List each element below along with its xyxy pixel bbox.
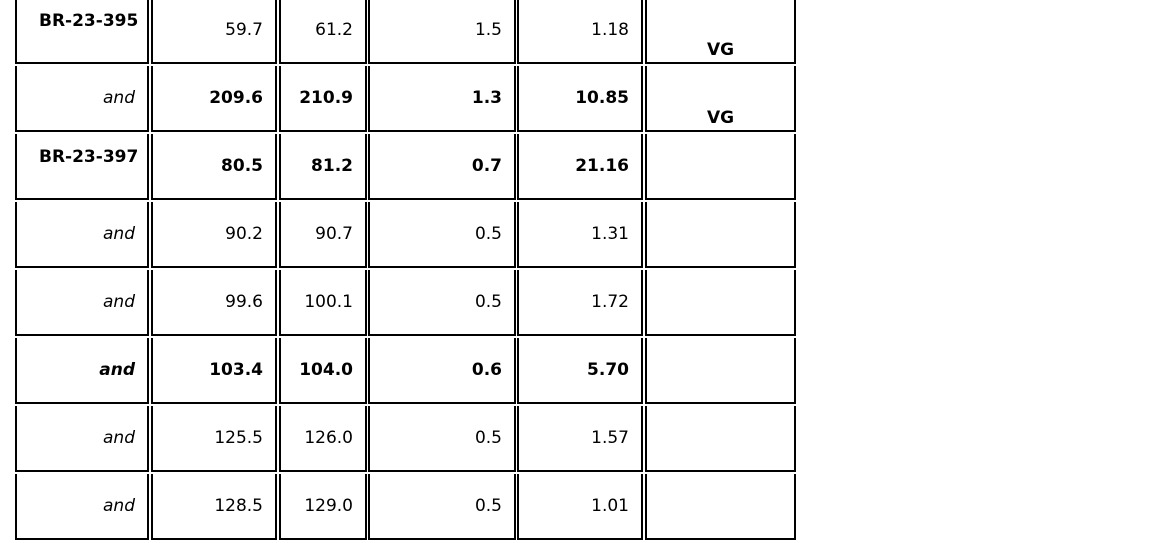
grade-value: 21.16	[575, 156, 629, 176]
visible-gold-flag: VG	[706, 108, 735, 128]
note-cell	[645, 134, 796, 200]
from-value: 209.6	[209, 88, 263, 108]
hole-id-cell: and	[15, 66, 149, 132]
note-cell	[645, 202, 796, 268]
to-value: 129.0	[304, 496, 353, 516]
grade-cell: 1.01	[517, 474, 643, 540]
to-cell: 126.0	[279, 406, 367, 472]
grade-value: 1.01	[591, 496, 629, 516]
from-value: 128.5	[214, 496, 263, 516]
length-value: 0.5	[474, 428, 502, 448]
grade-value: 5.70	[587, 360, 629, 380]
grade-value: 1.72	[591, 292, 629, 312]
length-value: 0.5	[474, 224, 502, 244]
from-value: 99.6	[225, 292, 263, 312]
hole-id-cell: and	[15, 406, 149, 472]
from-value: 80.5	[221, 156, 263, 176]
hole-id-cell: BR-23-397	[15, 134, 149, 200]
from-value: 90.2	[225, 224, 263, 244]
grade-cell: 1.31	[517, 202, 643, 268]
to-value: 61.2	[315, 20, 353, 40]
hole-id-value: and	[103, 292, 135, 312]
grade-value: 1.18	[591, 20, 629, 40]
to-cell: 104.0	[279, 338, 367, 404]
from-cell: 128.5	[151, 474, 277, 540]
grade-cell: 5.70	[517, 338, 643, 404]
length-value: 0.5	[474, 496, 502, 516]
hole-id-value: and	[103, 428, 135, 448]
to-cell: 61.2	[279, 0, 367, 64]
to-value: 104.0	[299, 360, 353, 380]
hole-id-cell: and	[15, 338, 149, 404]
to-value: 126.0	[304, 428, 353, 448]
grade-value: 1.57	[591, 428, 629, 448]
to-value: 100.1	[304, 292, 353, 312]
note-cell	[645, 474, 796, 540]
grade-value: 1.31	[591, 224, 629, 244]
from-cell: 90.2	[151, 202, 277, 268]
to-value: 81.2	[311, 156, 353, 176]
length-cell: 0.5	[368, 270, 516, 336]
hole-id-cell: and	[15, 202, 149, 268]
hole-id-cell: BR-23-395	[15, 0, 149, 64]
length-value: 0.7	[471, 156, 502, 176]
to-cell: 100.1	[279, 270, 367, 336]
to-cell: 90.7	[279, 202, 367, 268]
length-value: 0.5	[474, 292, 502, 312]
grade-cell: 10.85	[517, 66, 643, 132]
grade-cell: 1.18	[517, 0, 643, 64]
grade-cell: 1.57	[517, 406, 643, 472]
hole-id-value: and	[103, 88, 135, 108]
from-cell: 209.6	[151, 66, 277, 132]
from-cell: 103.4	[151, 338, 277, 404]
length-cell: 0.6	[368, 338, 516, 404]
to-value: 90.7	[315, 224, 353, 244]
from-value: 125.5	[214, 428, 263, 448]
hole-id-value: BR-23-397	[39, 147, 139, 167]
to-value: 210.9	[299, 88, 353, 108]
to-cell: 210.9	[279, 66, 367, 132]
hole-id-value: and	[103, 496, 135, 516]
from-value: 59.7	[225, 20, 263, 40]
grade-value: 10.85	[575, 88, 629, 108]
hole-id-cell: and	[15, 270, 149, 336]
note-cell	[645, 338, 796, 404]
length-cell: 1.3	[368, 66, 516, 132]
length-cell: 0.5	[368, 406, 516, 472]
hole-id-value: and	[99, 360, 135, 380]
note-cell: VG	[645, 0, 796, 64]
from-value: 103.4	[209, 360, 263, 380]
note-cell	[645, 270, 796, 336]
visible-gold-flag: VG	[706, 40, 735, 60]
note-cell	[645, 406, 796, 472]
hole-id-cell: and	[15, 474, 149, 540]
note-cell: VG	[645, 66, 796, 132]
length-value: 1.5	[474, 20, 502, 40]
from-cell: 125.5	[151, 406, 277, 472]
length-cell: 0.5	[368, 202, 516, 268]
hole-id-value: BR-23-395	[39, 11, 139, 31]
to-cell: 129.0	[279, 474, 367, 540]
from-cell: 80.5	[151, 134, 277, 200]
length-value: 0.6	[471, 360, 502, 380]
grade-cell: 21.16	[517, 134, 643, 200]
grade-cell: 1.72	[517, 270, 643, 336]
length-cell: 0.7	[368, 134, 516, 200]
length-cell: 0.5	[368, 474, 516, 540]
length-cell: 1.5	[368, 0, 516, 64]
hole-id-value: and	[103, 224, 135, 244]
from-cell: 59.7	[151, 0, 277, 64]
to-cell: 81.2	[279, 134, 367, 200]
length-value: 1.3	[471, 88, 502, 108]
from-cell: 99.6	[151, 270, 277, 336]
